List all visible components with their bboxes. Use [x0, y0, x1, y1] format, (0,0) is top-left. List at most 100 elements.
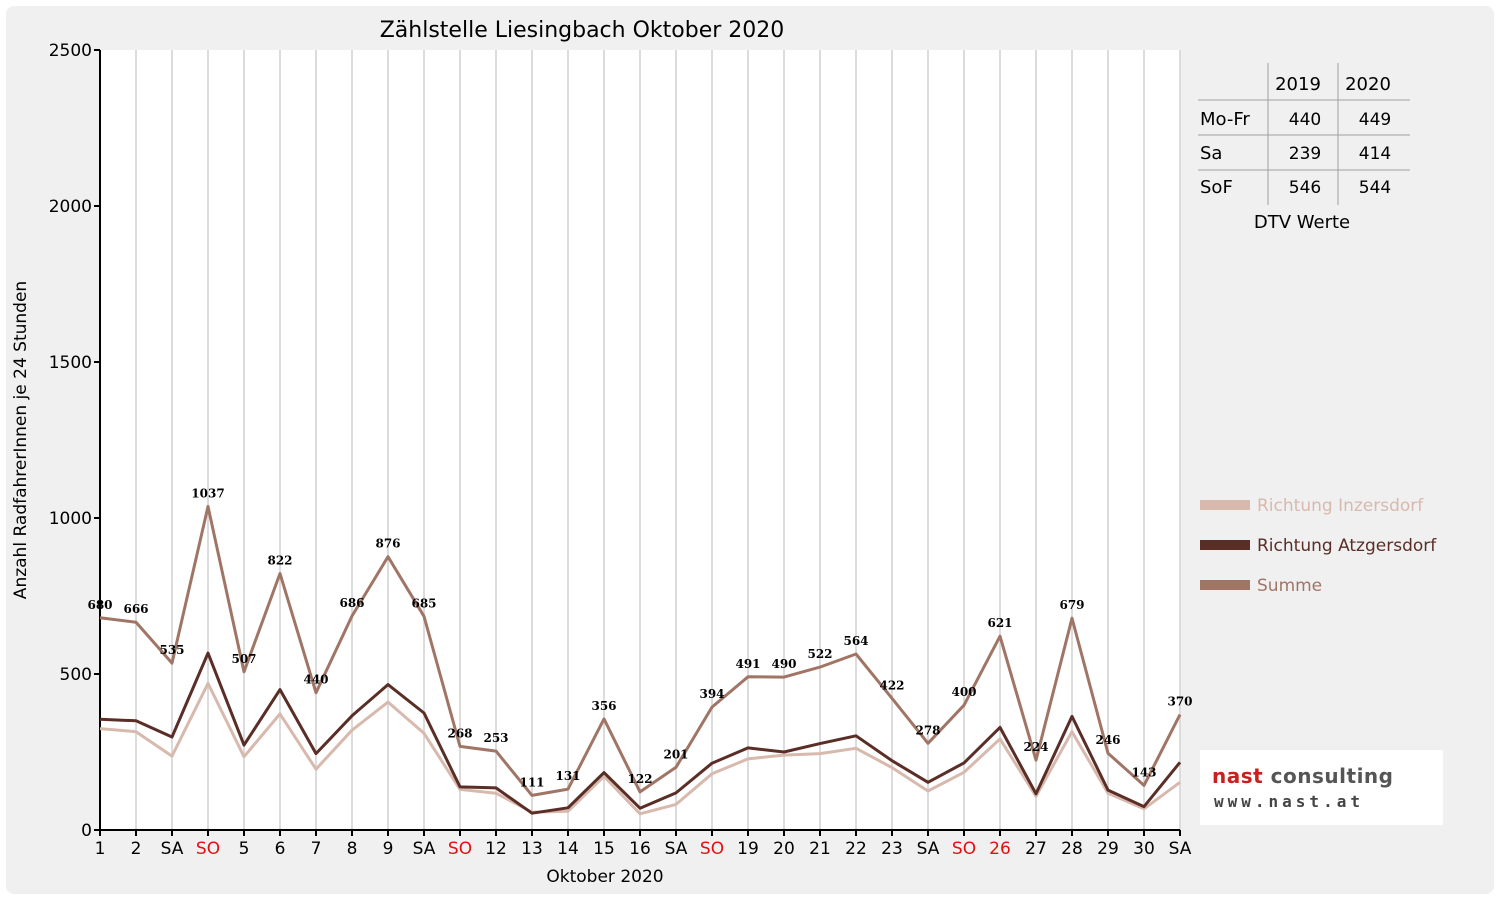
- y-axis-label: Anzahl RadfahrerInnen je 24 Stunden: [11, 281, 31, 599]
- x-tick-label: 9: [383, 839, 394, 859]
- dtv-cell: 239: [1289, 144, 1321, 164]
- x-tick-label: 23: [881, 839, 903, 859]
- data-label: 535: [159, 643, 184, 657]
- dtv-caption: DTV Werte: [1254, 212, 1350, 233]
- legend-label: Richtung Atzgersdorf: [1257, 536, 1437, 556]
- dtv-cell: 449: [1359, 110, 1391, 130]
- legend-item-inzersdorf: Richtung Inzersdorf: [1200, 496, 1424, 516]
- data-labels: 680 666 535 1037 507 822 440 686 876 685 268 253 111…: [87, 486, 1192, 789]
- x-tick-label: SO: [196, 839, 220, 859]
- data-label: 666: [123, 602, 148, 616]
- x-tick-label: 22: [845, 839, 867, 859]
- dtv-column-header: 2019: [1275, 74, 1321, 95]
- x-tick-labels: 1 2 SA SO 5 6 7 8 9 SA SO 12 13 14 15 16 SA SO 19 20 21 22 23 S…: [95, 839, 1192, 859]
- data-label: 679: [1059, 598, 1084, 612]
- company-logo: nast consulting www.nast.at: [1200, 750, 1443, 825]
- data-label: 131: [555, 769, 580, 783]
- series-line-atzgersdorf: [99, 651, 1182, 815]
- legend-label: Richtung Inzersdorf: [1257, 496, 1424, 516]
- x-tick-label: 26: [989, 839, 1011, 859]
- y-tick-label: 2500: [49, 41, 92, 61]
- x-tick-label: 28: [1061, 839, 1083, 859]
- data-label: 246: [1095, 733, 1120, 747]
- x-tick-label: 21: [809, 839, 831, 859]
- data-label: 440: [303, 673, 328, 687]
- data-label: 422: [879, 678, 904, 692]
- x-tick-label: 12: [485, 839, 507, 859]
- data-label: 522: [807, 647, 832, 661]
- x-tick-label: 6: [275, 839, 286, 859]
- data-label: 822: [267, 554, 292, 568]
- logo-name-part1: nast: [1212, 764, 1264, 788]
- y-tick-label: 0: [81, 821, 92, 841]
- legend: Richtung Inzersdorf Richtung Atzgersdorf S…: [1200, 496, 1437, 596]
- data-label: 685: [411, 596, 436, 610]
- data-label: 394: [699, 687, 724, 701]
- data-label: 564: [843, 634, 868, 648]
- data-label: 201: [663, 747, 688, 761]
- x-tick-label: 15: [593, 839, 615, 859]
- x-tick-label: SA: [161, 839, 184, 859]
- x-tick-label: 5: [239, 839, 250, 859]
- y-tick-labels: 0 500 1000 1500 2000 2500: [49, 41, 92, 841]
- axes: [94, 49, 1181, 836]
- data-label: 507: [231, 652, 256, 666]
- x-tick-label: SA: [413, 839, 436, 859]
- x-tick-label: 16: [629, 839, 651, 859]
- x-tick-label: 27: [1025, 839, 1047, 859]
- x-tick-label: 14: [557, 839, 579, 859]
- x-tick-label: SO: [952, 839, 976, 859]
- x-tick-label: SA: [917, 839, 940, 859]
- data-label: 370: [1167, 695, 1192, 709]
- legend-swatch: [1200, 580, 1250, 590]
- x-tick-label: 7: [311, 839, 322, 859]
- dtv-cell: 414: [1359, 144, 1391, 164]
- x-tick-label: SA: [1169, 839, 1192, 859]
- x-tick-label: SO: [700, 839, 724, 859]
- y-tick-label: 1500: [49, 353, 92, 373]
- series-line-inzersdorf: [99, 681, 1181, 816]
- data-label: 1037: [191, 486, 224, 500]
- dtv-row-label: Mo-Fr: [1200, 109, 1250, 130]
- legend-swatch: [1200, 500, 1250, 510]
- legend-swatch: [1200, 540, 1250, 550]
- x-tick-label: 20: [773, 839, 795, 859]
- series-lines: [99, 505, 1182, 816]
- y-tick-label: 2000: [49, 197, 92, 217]
- data-label: 686: [339, 596, 364, 610]
- data-label: 680: [87, 598, 112, 612]
- data-label: 491: [735, 657, 760, 671]
- x-axis-label: Oktober 2020: [546, 867, 663, 887]
- data-label: 490: [771, 657, 796, 671]
- data-label: 400: [951, 685, 976, 699]
- chart-title: Zählstelle Liesingbach Oktober 2020: [380, 18, 785, 43]
- dtv-cell: 546: [1289, 178, 1321, 198]
- dtv-table: 2019 2020 Mo-Fr 440 449 Sa 239 414 SoF 546 544 DTV …: [1198, 63, 1410, 233]
- data-label: 621: [987, 616, 1012, 630]
- x-tick-label: 29: [1097, 839, 1119, 859]
- dtv-row-label: Sa: [1200, 143, 1222, 164]
- data-label: 278: [915, 723, 940, 737]
- x-tick-label: SA: [665, 839, 688, 859]
- y-tick-label: 1000: [49, 509, 92, 529]
- dtv-cell: 440: [1289, 110, 1321, 130]
- data-label: 122: [627, 772, 652, 786]
- data-label: 253: [483, 731, 508, 745]
- logo-url: www.nast.at: [1214, 792, 1364, 811]
- x-tick-label: SO: [448, 839, 472, 859]
- dtv-column-header: 2020: [1345, 74, 1391, 95]
- legend-item-summe: Summe: [1200, 576, 1322, 596]
- series-line-summe: [99, 505, 1182, 797]
- legend-item-atzgersdorf: Richtung Atzgersdorf: [1200, 536, 1437, 556]
- x-tick-label: 19: [737, 839, 759, 859]
- y-tick-label: 500: [60, 665, 92, 685]
- dtv-cell: 544: [1359, 178, 1391, 198]
- data-label: 876: [375, 537, 400, 551]
- x-tick-label: 8: [347, 839, 358, 859]
- data-label: 268: [447, 726, 472, 740]
- data-label: 224: [1023, 740, 1048, 754]
- x-tick-label: 30: [1133, 839, 1155, 859]
- legend-label: Summe: [1257, 576, 1322, 596]
- logo-name: nast consulting: [1212, 764, 1393, 788]
